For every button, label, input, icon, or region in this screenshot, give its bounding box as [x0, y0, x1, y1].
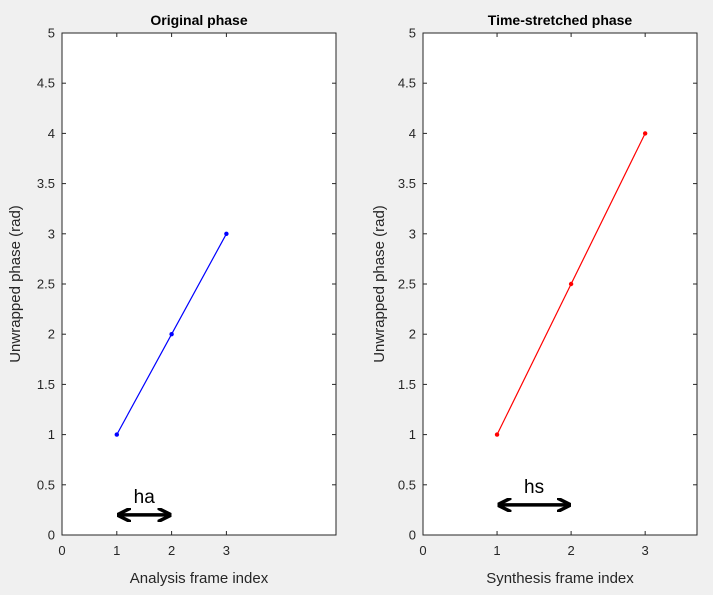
- y-tick-label: 0: [409, 528, 416, 543]
- panel-time-stretched-phase: 0 0.5 1 1.5 2 2.5 3 3.5 4 4.5 5 0 1 2 3 Time-stretched …: [371, 12, 698, 587]
- x-tick-label: 1: [493, 543, 500, 558]
- x-tick-label: 0: [419, 543, 426, 558]
- x-tick-label: 2: [567, 543, 574, 558]
- y-tick-label: 3.5: [37, 176, 55, 191]
- y-tick-label: 1: [409, 427, 416, 442]
- x-tick-label: 0: [58, 543, 65, 558]
- data-point: [114, 432, 120, 437]
- x-tick-label: 2: [168, 543, 175, 558]
- y-tick-label: 4.5: [37, 76, 55, 91]
- y-axis-label: Unwrapped phase (rad): [7, 205, 24, 363]
- y-axis-label: Unwrapped phase (rad): [371, 205, 388, 363]
- y-tick-label: 3: [409, 226, 416, 241]
- panel-original-phase: 0 0.5 1 1.5 2 2.5 3 3.5 4 4.5 5 0 1 2 3 Original phase A…: [7, 12, 337, 587]
- y-tick-label: 2.5: [37, 277, 55, 292]
- y-tick-label: 1.5: [37, 377, 55, 392]
- chart-title: Original phase: [150, 12, 247, 28]
- y-tick-label: 0.5: [398, 477, 416, 492]
- y-tick-label: 2: [48, 327, 55, 342]
- y-tick-label: 0.5: [37, 477, 55, 492]
- data-point: [224, 231, 229, 236]
- chart-title: Time-stretched phase: [488, 12, 633, 28]
- data-point: [568, 281, 574, 287]
- y-tick-label: 4: [409, 126, 416, 141]
- x-tick-label: 3: [642, 543, 649, 558]
- y-tick-label: 2: [409, 327, 416, 342]
- x-tick-label: 3: [223, 543, 230, 558]
- y-tick-label: 3.5: [398, 176, 416, 191]
- y-tick-label: 4: [48, 126, 55, 141]
- x-axis-label: Analysis frame index: [130, 570, 269, 587]
- y-tick-label: 0: [48, 528, 55, 543]
- y-tick-label: 1: [48, 427, 55, 442]
- y-tick-label: 4.5: [398, 76, 416, 91]
- y-tick-label: 5: [48, 26, 55, 41]
- x-tick-label: 1: [113, 543, 120, 558]
- y-tick-label: 1.5: [398, 377, 416, 392]
- y-tick-label: 2.5: [398, 277, 416, 292]
- data-point: [169, 332, 174, 337]
- plot-area: [422, 32, 698, 536]
- annotation-label: ha: [134, 487, 156, 508]
- x-axis-label: Synthesis frame index: [486, 570, 634, 587]
- y-tick-label: 3: [48, 226, 55, 241]
- annotation-label: hs: [524, 477, 544, 498]
- data-point: [642, 131, 648, 136]
- data-point: [494, 432, 500, 437]
- y-tick-label: 5: [409, 26, 416, 41]
